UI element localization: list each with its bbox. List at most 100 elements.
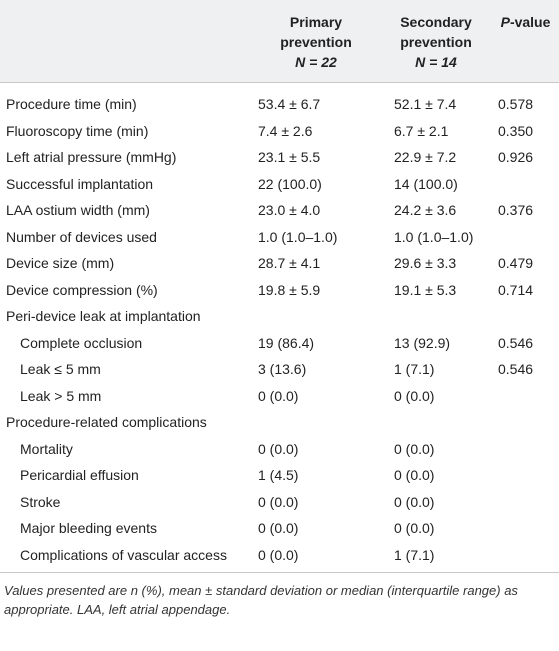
value-cell: 0.376 <box>498 202 534 218</box>
value-cell: 22.9 ± 7.2 <box>394 149 457 165</box>
data-table: Primary prevention N = 22 Secondary preven… <box>0 0 559 573</box>
table-row: Complications of vascular access 0 (0.0) 1… <box>0 541 559 573</box>
table-row: Complete occlusion 19 (86.4) 13 (92.9) 0.54… <box>0 330 559 357</box>
header-row: Primary prevention N = 22 Secondary preven… <box>0 0 559 83</box>
value-cell: 0.350 <box>498 122 534 139</box>
table-row: LAA ostium width (mm) 23.0 ± 4.0 24.2 ± 3.… <box>0 197 559 224</box>
value-cell <box>492 303 559 330</box>
value-cell: 0 (0.0) <box>394 440 435 457</box>
header-label: Primary prevention <box>280 14 352 50</box>
value-cell: 0 (0.0) <box>258 387 299 404</box>
row-label: Left atrial pressure (mmHg) <box>6 149 177 165</box>
table-row: Major bleeding events 0 (0.0) 0 (0.0) <box>0 515 559 542</box>
value-cell: 0 (0.0) <box>258 493 299 510</box>
value-cell <box>380 303 492 330</box>
row-label: Mortality <box>20 440 73 457</box>
value-cell <box>492 224 559 251</box>
value-cell: 0 (0.0) <box>258 520 299 536</box>
row-label: Peri-device leak at implantation <box>6 308 201 324</box>
value-cell: 23.0 ± 4.0 <box>258 202 321 218</box>
value-cell: 1 (4.5) <box>258 467 299 483</box>
row-label: Complete occlusion <box>20 334 143 351</box>
table-row: Pericardial effusion 1 (4.5) 0 (0.0) <box>0 462 559 489</box>
value-cell: 6.7 ± 2.1 <box>394 122 449 139</box>
row-label: Complications of vascular access <box>0 541 252 573</box>
table-row: Successful implantation 22 (100.0) 14 (100… <box>0 171 559 198</box>
value-cell: 0 (0.0) <box>258 440 299 457</box>
value-cell: 52.1 ± 7.4 <box>394 96 457 112</box>
header-cell: Secondary prevention N = 14 <box>380 0 492 83</box>
value-cell <box>492 489 559 516</box>
value-cell: 3 (13.6) <box>258 361 307 377</box>
value-cell: 0 (0.0) <box>394 467 435 483</box>
value-cell: 1.0 (1.0–1.0) <box>258 228 338 245</box>
value-cell: 0.546 <box>498 361 534 377</box>
value-cell: 28.7 ± 4.1 <box>258 255 321 271</box>
value-cell: 1.0 (1.0–1.0) <box>394 228 474 245</box>
row-label: Device compression (%) <box>6 281 158 298</box>
row-label: Leak > 5 mm <box>20 387 102 404</box>
row-label: Stroke <box>20 493 61 510</box>
value-cell <box>492 462 559 489</box>
row-label: Number of devices used <box>6 228 157 245</box>
header-italic: P <box>500 14 510 30</box>
table-row: Left atrial pressure (mmHg) 23.1 ± 5.5 22.… <box>0 144 559 171</box>
table-row: Procedure time (min) 53.4 ± 6.7 52.1 ± 7.4… <box>0 83 559 118</box>
value-cell <box>492 409 559 436</box>
row-label: Device size (mm) <box>6 255 115 271</box>
value-cell <box>252 409 380 436</box>
row-label: Pericardial effusion <box>20 467 139 483</box>
row-label: Leak ≤ 5 mm <box>20 361 101 377</box>
table-row: Mortality 0 (0.0) 0 (0.0) <box>0 436 559 463</box>
table-row: Leak > 5 mm 0 (0.0) 0 (0.0) <box>0 383 559 410</box>
table-row: Device size (mm) 28.7 ± 4.1 29.6 ± 3.3 0.47… <box>0 250 559 277</box>
table-row: Fluoroscopy time (min) 7.4 ± 2.6 6.7 ± 2.1… <box>0 118 559 145</box>
table-body: Procedure time (min) 53.4 ± 6.7 52.1 ± 7.4… <box>0 83 559 573</box>
value-cell: 22 (100.0) <box>258 175 322 192</box>
value-cell <box>492 383 559 410</box>
value-cell: 23.1 ± 5.5 <box>258 149 321 165</box>
row-label: Procedure-related complications <box>6 414 207 430</box>
value-cell <box>252 303 380 330</box>
value-cell: 19.1 ± 5.3 <box>394 281 457 298</box>
value-cell: 0 (0.0) <box>252 541 380 573</box>
value-cell: 0.546 <box>498 334 534 351</box>
value-cell: 0 (0.0) <box>394 493 435 510</box>
value-cell: 14 (100.0) <box>394 175 458 192</box>
value-cell: 13 (92.9) <box>394 334 451 351</box>
header-cell <box>0 0 252 83</box>
value-cell <box>492 171 559 198</box>
row-label: Fluoroscopy time (min) <box>6 122 149 139</box>
value-cell: 1 (7.1) <box>394 361 435 377</box>
table-row: Number of devices used 1.0 (1.0–1.0) 1.0 (… <box>0 224 559 251</box>
value-cell: 0 (0.0) <box>394 520 435 536</box>
value-cell: 0.926 <box>498 149 534 165</box>
value-cell <box>492 541 559 573</box>
table-header: Primary prevention N = 22 Secondary preven… <box>0 0 559 83</box>
row-label: LAA ostium width (mm) <box>6 202 150 218</box>
value-cell: 1 (7.1) <box>380 541 492 573</box>
value-cell: 24.2 ± 3.6 <box>394 202 457 218</box>
value-cell: 0.479 <box>498 255 534 271</box>
table-row: Procedure-related complications <box>0 409 559 436</box>
header-label: -value <box>509 14 551 30</box>
value-cell <box>492 436 559 463</box>
table-row: Leak ≤ 5 mm 3 (13.6) 1 (7.1) 0.546 <box>0 356 559 383</box>
value-cell: 0 (0.0) <box>394 387 435 404</box>
header-cell: Primary prevention N = 22 <box>252 0 380 83</box>
header-cell: P-value <box>492 0 559 83</box>
value-cell <box>492 515 559 542</box>
header-label: Secondary prevention <box>400 14 472 50</box>
value-cell: 29.6 ± 3.3 <box>394 255 457 271</box>
header-n: N = 14 <box>415 54 457 70</box>
row-label: Successful implantation <box>6 175 154 192</box>
footnote: Values presented are n (%), mean ± stand… <box>4 583 518 617</box>
row-label: Major bleeding events <box>20 520 157 536</box>
table-row: Stroke 0 (0.0) 0 (0.0) <box>0 489 559 516</box>
value-cell: 0.578 <box>498 96 534 112</box>
value-cell: 19.8 ± 5.9 <box>258 281 321 298</box>
row-label: Procedure time (min) <box>6 96 137 112</box>
table-row: Device compression (%) 19.8 ± 5.9 19.1 ± 5… <box>0 277 559 304</box>
header-n: N = 22 <box>295 54 337 70</box>
